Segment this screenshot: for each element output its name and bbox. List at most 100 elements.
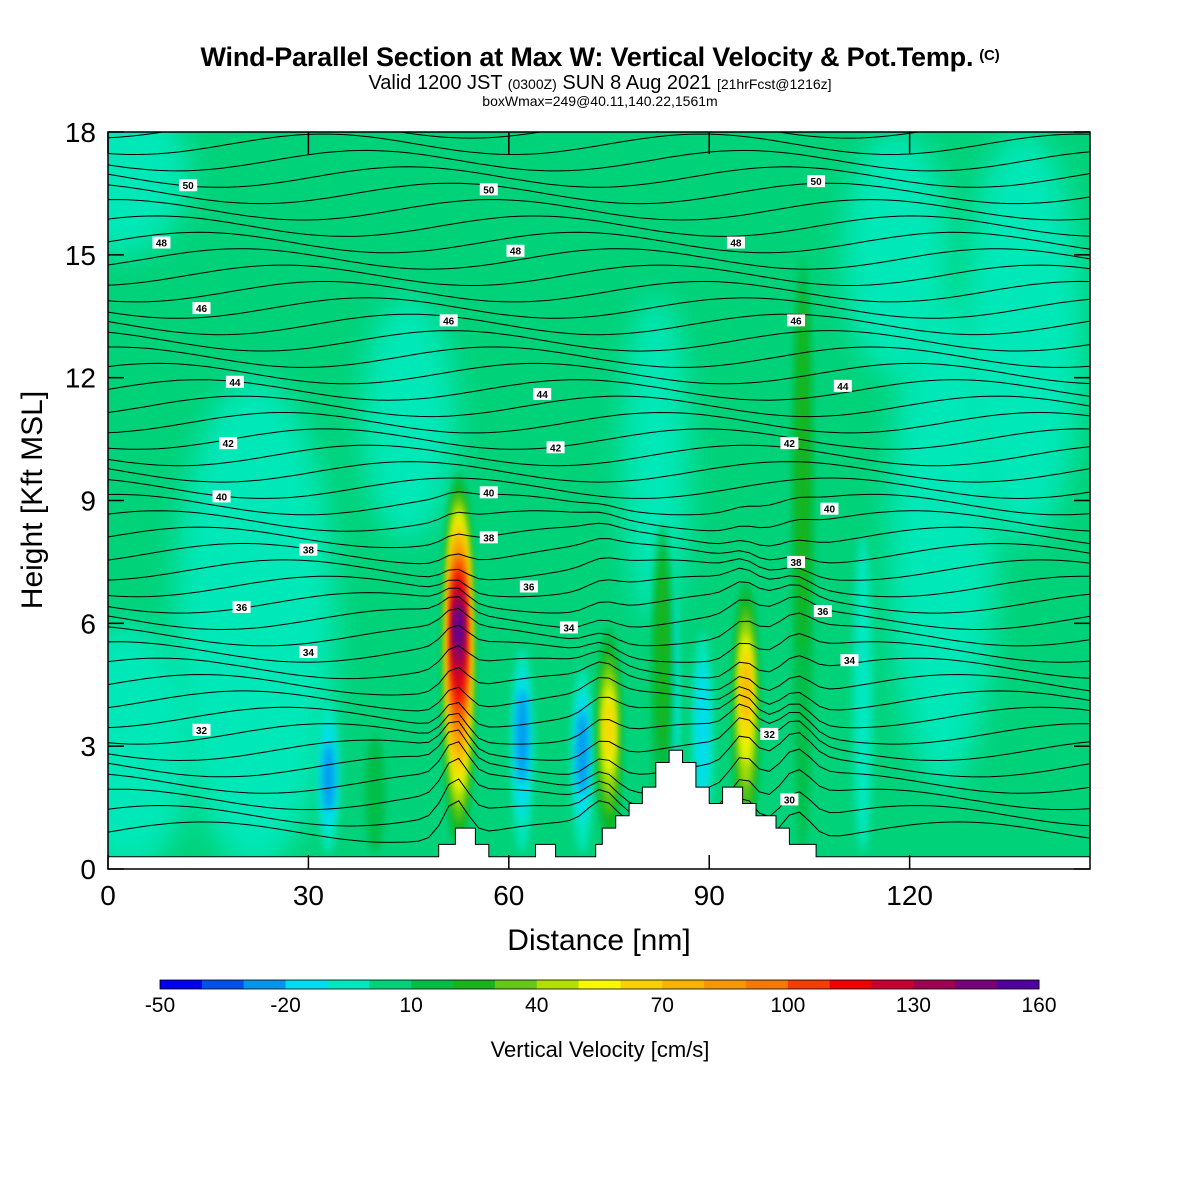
contour-label-text: 36 xyxy=(236,603,248,614)
y-axis-title: Height [Kft MSL] xyxy=(16,391,49,609)
contour-label-bg xyxy=(807,175,826,188)
contour-label-bg xyxy=(179,179,198,192)
updraft-band xyxy=(455,607,463,647)
theta-contour-line xyxy=(108,510,1090,532)
contour-label: 40 xyxy=(212,490,231,503)
colorbar-title: Vertical Velocity [cm/s] xyxy=(491,1037,710,1062)
contour-label-bg xyxy=(212,490,231,503)
y-tick-label: 12 xyxy=(65,363,96,394)
x-tick-label: 60 xyxy=(493,880,524,911)
contour-label: 48 xyxy=(506,244,525,258)
colorbar-swatch xyxy=(662,980,705,989)
contour-label: 36 xyxy=(519,580,538,593)
contour-label-bg xyxy=(533,388,552,401)
theta-contour-line xyxy=(108,444,1090,467)
theta-contour-line xyxy=(108,717,1090,762)
velocity-field xyxy=(318,258,873,853)
theta-contour-line xyxy=(108,676,1090,712)
plot-area: 50 50 50 48 48 48 46 46 46 44 44 44 42 42 42 40 40 40 38 38… xyxy=(108,132,1090,869)
contour-label-text: 46 xyxy=(196,304,208,315)
colorbar-tick-label: 10 xyxy=(399,994,422,1017)
cyan-region xyxy=(963,132,1084,542)
theta-contour-line xyxy=(108,491,1090,516)
theta-contour-line xyxy=(108,703,1090,745)
contour-label: 48 xyxy=(726,236,745,250)
theta-contour-line xyxy=(108,757,1090,811)
contour-label-bg xyxy=(479,531,498,544)
contour-label: 40 xyxy=(479,486,498,499)
contour-label-bg xyxy=(546,441,565,454)
contour-label: 42 xyxy=(219,437,238,450)
colorbar-swatch xyxy=(997,980,1040,989)
colorbar-swatch xyxy=(285,980,328,989)
theta-contour-line xyxy=(108,477,1090,500)
box-info: boxWmax=249@40.11,140.22,1561m xyxy=(482,93,718,109)
colorbar-swatch xyxy=(746,980,789,989)
contour-label: 50 xyxy=(479,183,498,196)
contour-label-bg xyxy=(519,580,538,593)
colorbar-swatch xyxy=(327,980,370,989)
contour-label-bg xyxy=(152,236,171,249)
contour-label-text: 34 xyxy=(844,656,856,667)
colorbar-swatch xyxy=(704,980,747,989)
terrain-profile xyxy=(108,749,1090,869)
colorbar-swatch xyxy=(871,980,914,989)
forecast-info: [21hrFcst@1216z] xyxy=(716,76,832,92)
colorbar-swatch xyxy=(829,980,873,989)
contour-label-text: 40 xyxy=(824,505,836,516)
contour-label-text: 38 xyxy=(303,546,315,557)
theta-contour-line xyxy=(108,607,1090,647)
contour-label: 38 xyxy=(299,543,318,557)
contour-label: 30 xyxy=(780,793,799,806)
y-tick-label: 15 xyxy=(65,240,96,271)
downdraft-band xyxy=(853,535,873,853)
theta-contour-line xyxy=(108,231,1090,254)
contour-label-bg xyxy=(192,723,211,736)
theta-contour-line xyxy=(108,645,1090,680)
theta-contour-line xyxy=(108,741,1090,794)
x-tick-label: 120 xyxy=(886,880,933,911)
contour-label: 36 xyxy=(813,605,832,618)
theta-contour-line xyxy=(108,596,1090,631)
cyan-region xyxy=(361,295,456,542)
contour-label-text: 36 xyxy=(523,582,535,593)
contour-label-bg xyxy=(479,183,498,196)
theta-contour-line xyxy=(108,166,1090,188)
contour-label-text: 40 xyxy=(216,492,228,503)
chart-title-text: Wind-Parallel Section at Max W: Vertical… xyxy=(200,42,974,72)
theta-contour-line xyxy=(108,264,1090,287)
contour-label-bg xyxy=(479,486,498,499)
theta-contour-line xyxy=(108,215,1090,237)
contour-label: 46 xyxy=(192,302,211,315)
colorbar-swatch xyxy=(955,980,998,989)
updraft-band xyxy=(741,662,751,721)
contour-label-text: 42 xyxy=(550,443,562,454)
x-tick-label: 30 xyxy=(293,880,324,911)
contour-labels: 50 50 50 48 48 48 46 46 46 44 44 44 42 42 42 40 40 40 38 38… xyxy=(152,175,859,806)
contour-label-bg xyxy=(225,375,244,388)
colorbar-tick-label: 100 xyxy=(770,994,805,1017)
theta-contour-line xyxy=(108,624,1090,663)
x-tick-label: 0 xyxy=(100,880,116,911)
colorbar-swatch xyxy=(913,980,956,989)
cyan-region xyxy=(108,132,189,255)
theta-contour-line xyxy=(108,729,1090,778)
colorbar-swatch xyxy=(369,980,412,989)
contour-label-text: 34 xyxy=(563,623,575,634)
contour-label: 34 xyxy=(840,654,859,667)
contour-label-text: 32 xyxy=(764,730,776,741)
contour-label-text: 36 xyxy=(817,607,829,618)
theta-contours xyxy=(108,132,1090,843)
colorbar-swatch xyxy=(578,980,621,989)
colorbar-swatch xyxy=(201,980,245,989)
contour-label-bg xyxy=(833,379,852,392)
contour-label-text: 48 xyxy=(730,239,742,250)
cyan-region xyxy=(174,377,336,869)
chart-title: Wind-Parallel Section at Max W: Vertical… xyxy=(0,42,1200,73)
x-tick-label: 90 xyxy=(694,880,725,911)
contour-label: 34 xyxy=(299,645,318,659)
colorbar-tick-label: 70 xyxy=(651,994,674,1017)
y-tick-label: 6 xyxy=(80,608,96,639)
